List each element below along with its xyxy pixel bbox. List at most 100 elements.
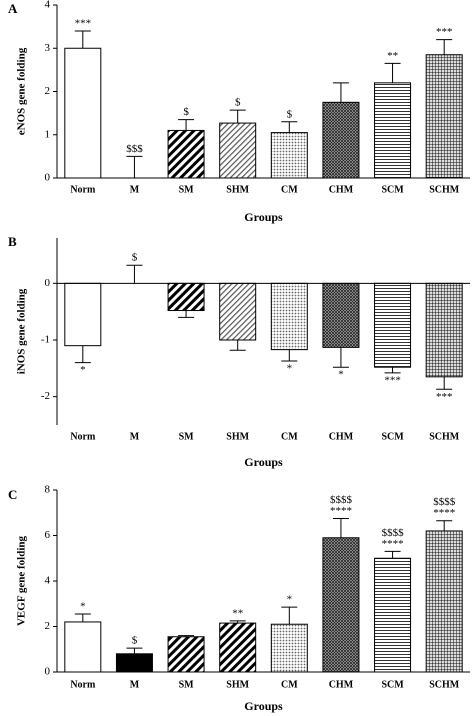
bar	[270, 623, 308, 673]
x-axis-label: Groups	[244, 699, 283, 713]
x-tick-label: SCHM	[429, 431, 460, 442]
y-tick-label: 2	[45, 620, 51, 632]
error-bar	[126, 264, 143, 284]
error-bar	[436, 39, 453, 55]
significance-label: $$$	[126, 143, 143, 155]
bar	[322, 537, 360, 673]
x-tick-label: CM	[281, 431, 298, 442]
significance-label: $	[235, 97, 241, 109]
bar	[64, 621, 102, 673]
y-tick-label: 3	[45, 42, 51, 54]
x-tick-label: Norm	[70, 431, 96, 442]
panel-letter: B	[8, 234, 17, 249]
significance-label: *	[80, 601, 86, 613]
x-tick-label: CHM	[329, 431, 354, 442]
error-bar	[178, 310, 195, 318]
significance-label: ***	[436, 391, 453, 403]
x-tick-label: SHM	[226, 184, 249, 195]
significance-label: *	[287, 362, 293, 374]
x-tick-label: SHM	[226, 431, 249, 442]
significance-label: ****	[433, 507, 455, 519]
x-tick-label: M	[130, 679, 140, 690]
significance-label: $$$$	[433, 496, 456, 508]
x-tick-label: SM	[179, 679, 195, 690]
error-bar	[74, 30, 91, 49]
bar	[219, 122, 257, 179]
error-bar	[332, 347, 349, 368]
x-tick-label: SCHM	[429, 184, 460, 195]
y-tick-label: 0	[45, 172, 51, 184]
bar	[270, 282, 308, 351]
bar	[374, 82, 412, 179]
error-bar	[229, 620, 246, 624]
x-tick-label: SCHM	[429, 679, 460, 690]
error-bar	[178, 635, 195, 637]
x-tick-label: SCM	[381, 184, 404, 195]
y-tick-label: 0	[45, 666, 51, 678]
bar	[115, 653, 153, 673]
error-bar	[229, 109, 246, 124]
y-tick-label: 4	[45, 0, 51, 11]
x-tick-label: SCM	[381, 431, 404, 442]
x-tick-label: CM	[281, 184, 298, 195]
significance-label: ***	[436, 26, 453, 38]
significance-label: ***	[75, 17, 92, 29]
error-bar	[436, 520, 453, 531]
significance-label: ****	[330, 505, 352, 517]
x-tick-label: SCM	[381, 679, 404, 690]
error-bar	[229, 340, 246, 351]
significance-label: $$$$	[330, 494, 353, 506]
bar	[167, 129, 205, 179]
panel-letter: A	[8, 1, 18, 16]
significance-label: *	[338, 369, 344, 381]
bar	[425, 54, 463, 179]
significance-label: *	[80, 364, 86, 376]
x-axis-label: Groups	[244, 210, 283, 224]
y-tick-label: 1	[45, 128, 51, 140]
x-tick-label: CM	[281, 679, 298, 690]
y-axis-label: VEGF gene folding	[16, 535, 28, 626]
x-tick-label: Norm	[70, 679, 96, 690]
significance-label: $	[183, 106, 189, 118]
bar	[64, 47, 102, 179]
significance-label: $	[132, 635, 138, 647]
error-bar	[74, 613, 91, 622]
significance-label: **	[232, 607, 243, 619]
x-tick-label: SM	[179, 431, 195, 442]
panel-letter: C	[8, 487, 17, 502]
x-tick-label: M	[130, 431, 140, 442]
bar	[64, 282, 102, 347]
bar	[374, 557, 412, 673]
bar	[425, 530, 463, 673]
error-bar	[436, 376, 453, 390]
significance-label: ****	[382, 538, 404, 550]
bar	[219, 282, 257, 341]
error-bar	[74, 345, 91, 364]
significance-label: ***	[384, 374, 401, 386]
bar	[167, 636, 205, 673]
error-bar	[126, 647, 143, 654]
bar	[322, 101, 360, 179]
x-tick-label: SHM	[226, 679, 249, 690]
error-bar	[178, 119, 195, 131]
significance-label: $$$$	[382, 527, 405, 539]
error-bar	[281, 606, 298, 625]
bar	[322, 282, 360, 348]
error-bar	[332, 82, 349, 103]
significance-label: $	[287, 108, 293, 120]
y-tick-label: 8	[45, 484, 51, 496]
error-bar	[384, 550, 401, 559]
y-tick-label: 2	[45, 85, 51, 97]
y-axis-label: eNOS gene folding	[16, 47, 28, 135]
error-bar	[126, 155, 143, 178]
x-tick-label: CHM	[329, 679, 354, 690]
error-bar	[384, 62, 401, 83]
x-tick-label: SM	[179, 184, 195, 195]
bar	[270, 132, 308, 179]
bar	[425, 282, 463, 378]
bar	[219, 622, 257, 673]
x-tick-label: M	[130, 184, 140, 195]
error-bar	[384, 367, 401, 374]
error-bar	[332, 517, 349, 538]
